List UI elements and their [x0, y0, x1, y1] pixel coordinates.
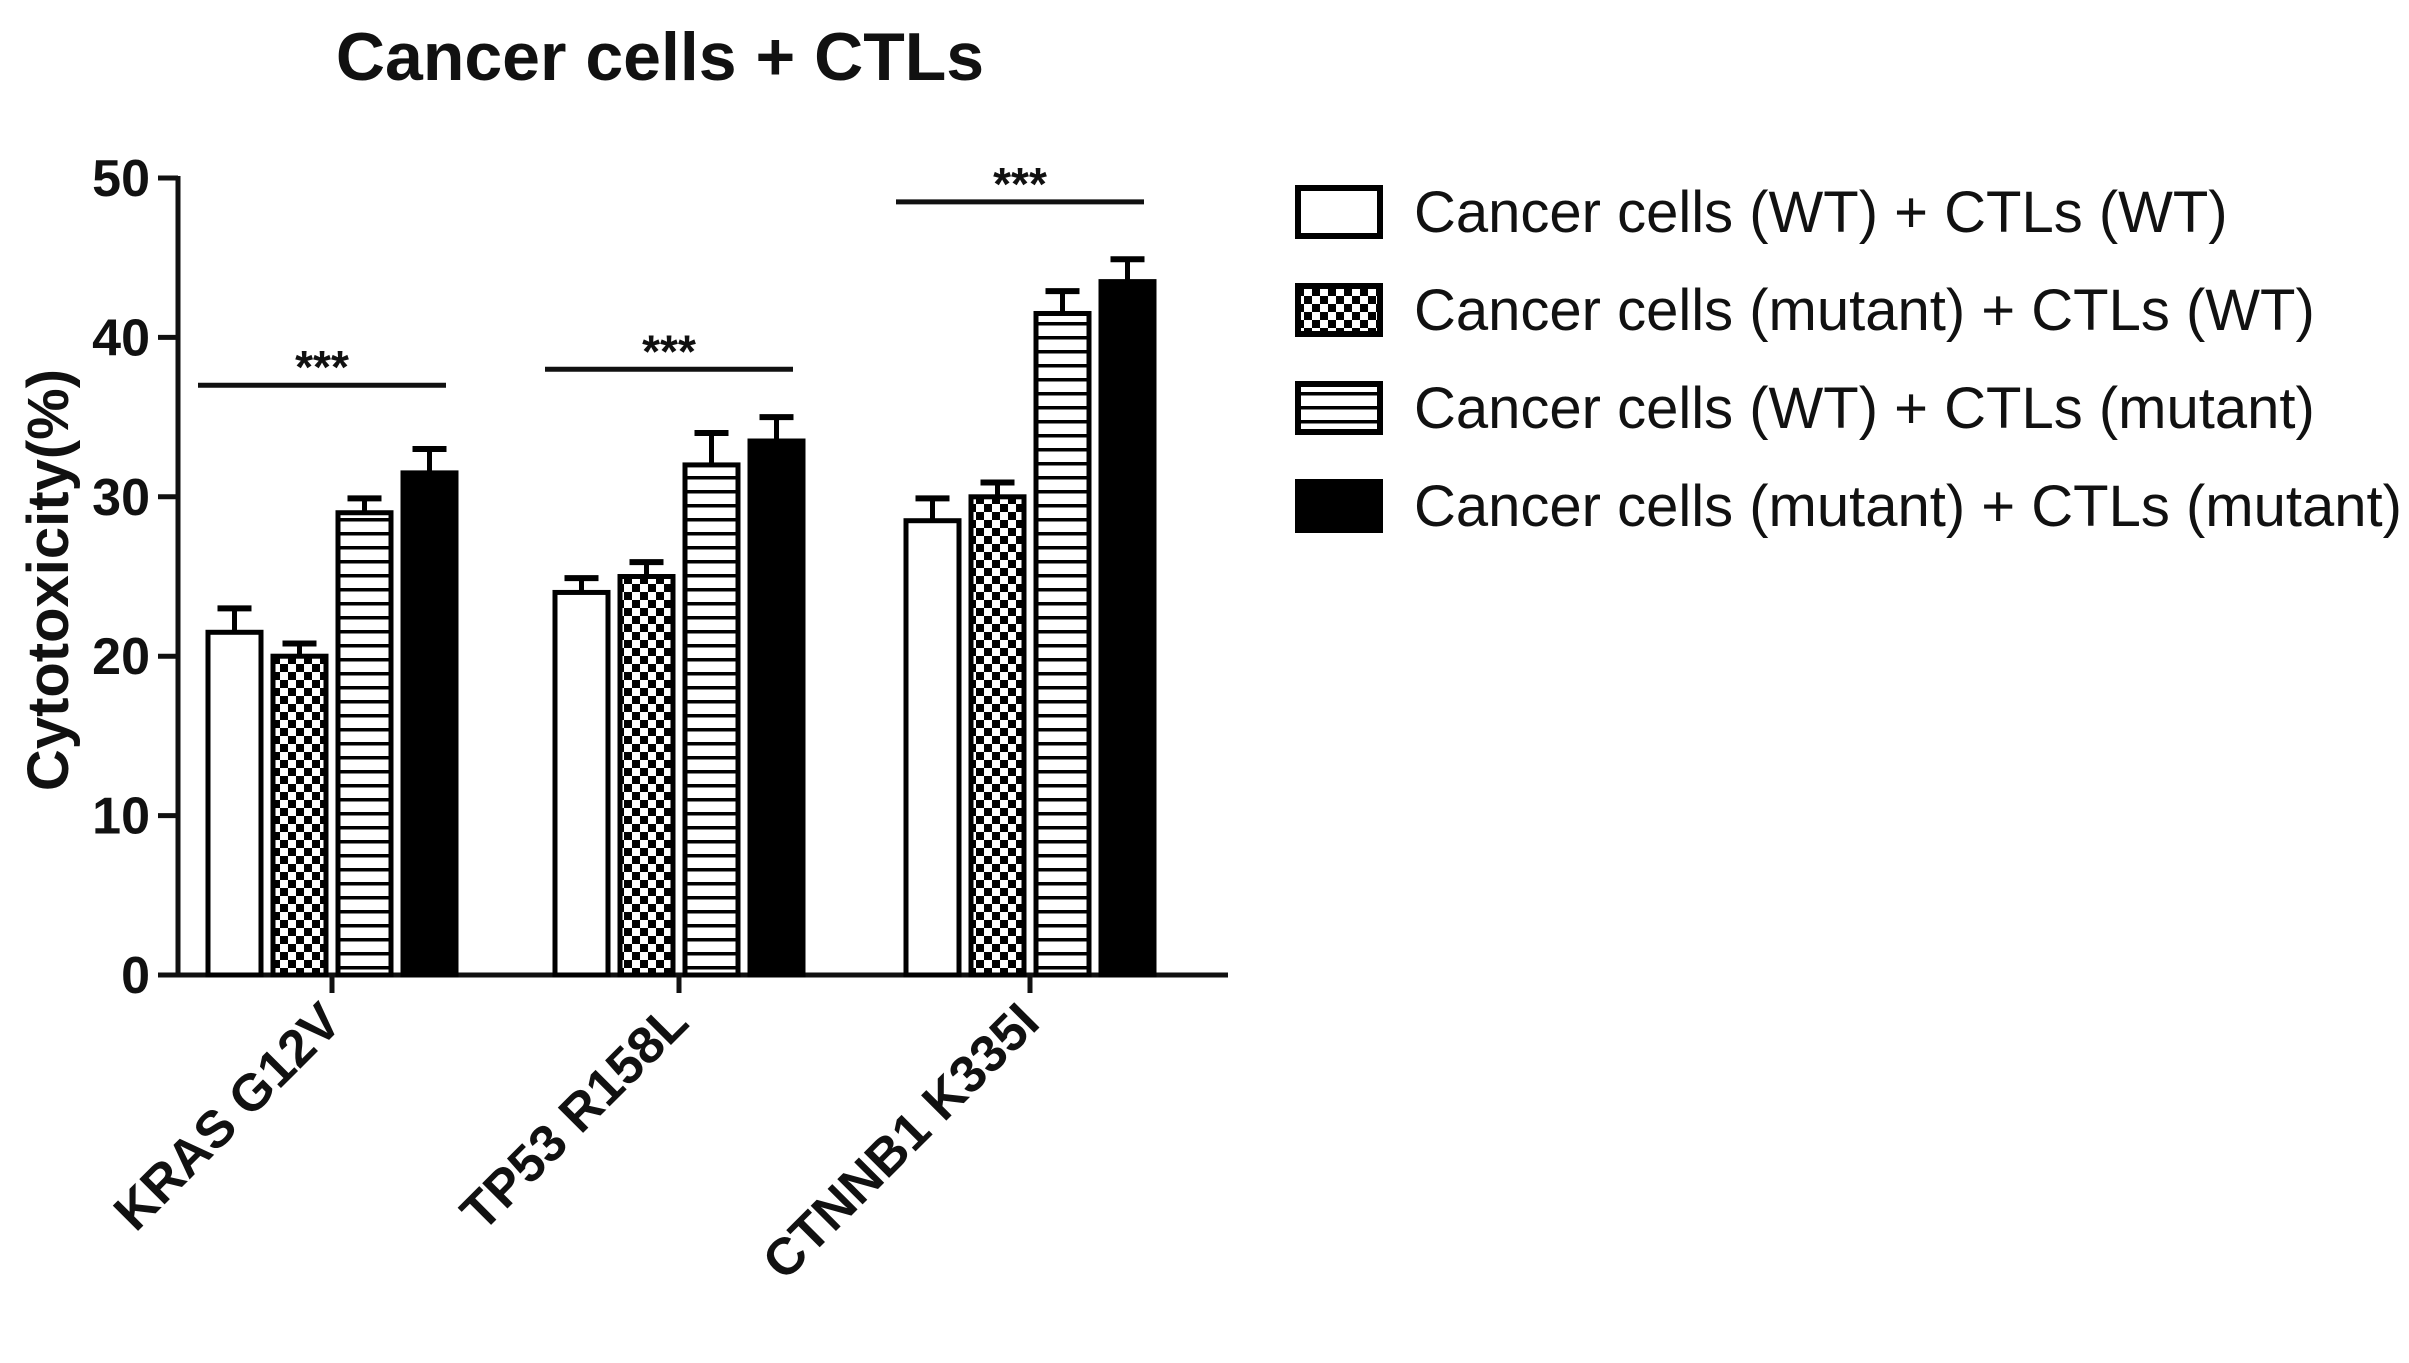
- x-tick-label: KRAS G12V: [103, 992, 353, 1242]
- bar: [968, 494, 1027, 978]
- x-ticks: KRAS G12V TP53 R158L CTNNB1 K335I: [103, 975, 1050, 1291]
- y-ticks: 0 10 20 30 40 50: [92, 150, 178, 1005]
- legend-swatch: [1295, 283, 1383, 337]
- bars: [205, 256, 1157, 978]
- bar: [903, 518, 962, 978]
- legend-swatch: [1295, 185, 1383, 239]
- bar: [335, 510, 394, 978]
- legend-label: Cancer cells (WT) + CTLs (WT): [1414, 180, 2228, 245]
- bar: [205, 629, 264, 978]
- significance-annotations: *** *** ***: [198, 158, 1144, 393]
- legend-label: Cancer cells (mutant) + CTLs (mutant): [1414, 474, 2402, 539]
- legend-swatch: [1295, 381, 1383, 435]
- y-tick-label: 10: [92, 788, 150, 846]
- bar: [617, 574, 676, 978]
- y-tick-label: 50: [92, 150, 150, 208]
- y-tick-label: 0: [121, 947, 150, 1005]
- legend: Cancer cells (WT) + CTLs (WT) Cancer cell…: [1295, 180, 2402, 539]
- bar: [1098, 279, 1157, 978]
- x-tick-label: TP53 R158L: [450, 992, 699, 1241]
- x-tick-label: CTNNB1 K335I: [752, 992, 1050, 1290]
- bar: [270, 653, 329, 978]
- y-tick-label: 30: [92, 469, 150, 527]
- significance-label: ***: [642, 325, 696, 377]
- legend-swatch: [1295, 479, 1383, 533]
- chart-title: Cancer cells + CTLs: [336, 19, 984, 95]
- significance-label: ***: [295, 341, 349, 393]
- bar: [400, 470, 459, 978]
- bar: [747, 438, 806, 978]
- y-tick-label: 40: [92, 309, 150, 367]
- bar: [552, 589, 611, 978]
- bar: [1033, 310, 1092, 978]
- significance-label: ***: [993, 158, 1047, 210]
- y-tick-label: 20: [92, 628, 150, 686]
- legend-label: Cancer cells (WT) + CTLs (mutant): [1414, 376, 2315, 441]
- y-axis-label: Cytotoxicity(%): [16, 369, 81, 791]
- legend-label: Cancer cells (mutant) + CTLs (WT): [1414, 278, 2315, 343]
- bar: [682, 462, 741, 978]
